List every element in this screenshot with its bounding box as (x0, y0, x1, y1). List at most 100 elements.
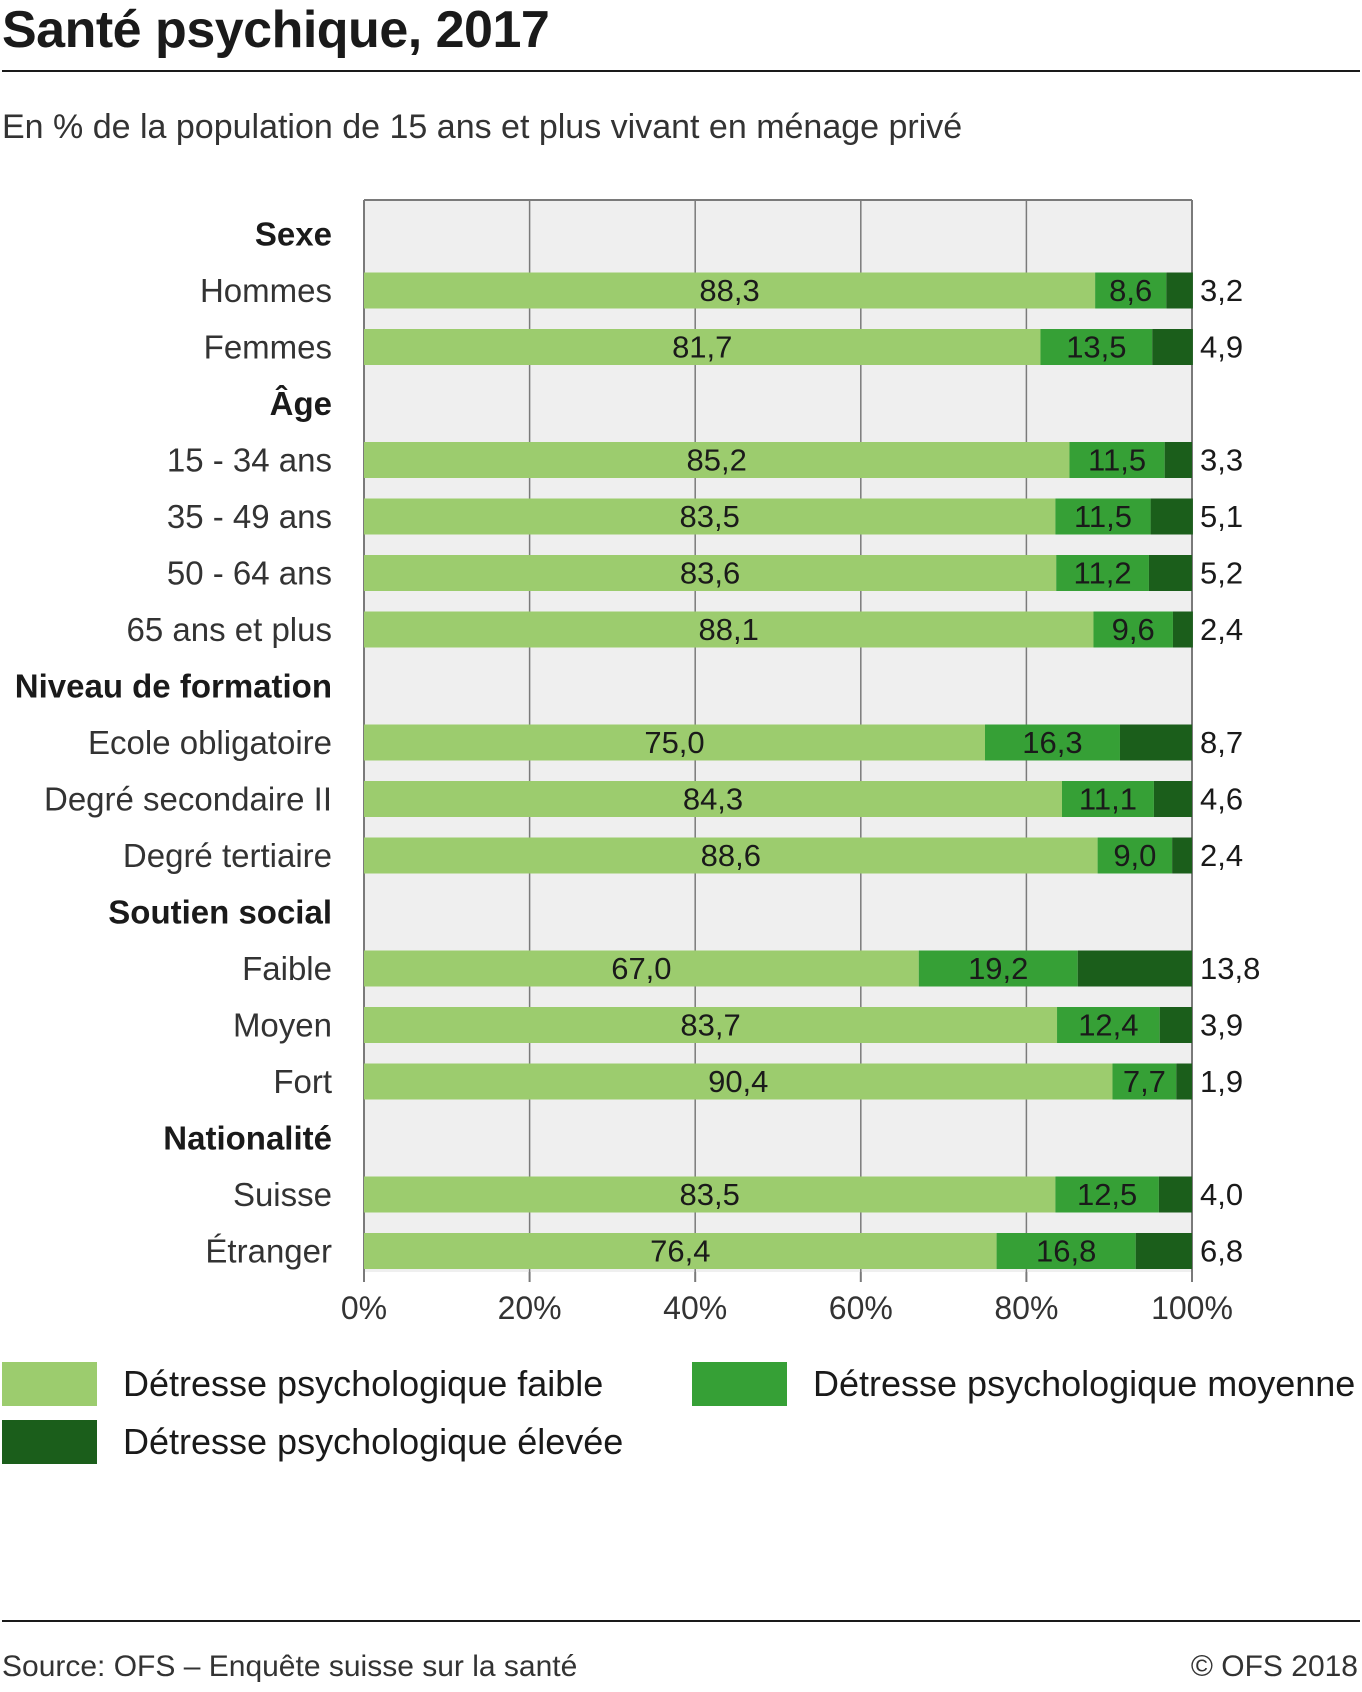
data-label: 16,3 (1022, 725, 1082, 760)
data-label: 83,5 (680, 499, 740, 534)
bar-segment (364, 611, 1094, 648)
data-label: 3,2 (1200, 273, 1243, 308)
bar-segment (1172, 837, 1192, 874)
data-label: 67,0 (611, 951, 671, 986)
bar-segment (364, 442, 1070, 478)
bar-segment (1172, 611, 1193, 648)
legend-label-moyenne: Détresse psychologique moyenne (813, 1363, 1356, 1404)
bar-segment (1055, 1176, 1159, 1213)
data-label: 8,6 (1109, 273, 1152, 308)
chart-subtitle: En % de la population de 15 ans et plus … (2, 108, 963, 146)
x-tick-label: 20% (498, 1290, 562, 1326)
bar-segment (364, 1063, 1113, 1100)
bar-segment (1119, 724, 1192, 761)
category-label: Étranger (205, 1233, 332, 1270)
group-label: Nationalité (163, 1120, 332, 1157)
bar-segment (1097, 837, 1173, 874)
data-label: 90,4 (708, 1064, 768, 1099)
source-note: Source: OFS – Enquête suisse sur la sant… (2, 1650, 578, 1683)
data-label: 6,8 (1200, 1234, 1243, 1269)
bar-segment (1153, 781, 1192, 817)
legend-label-elevee: Détresse psychologique élevée (123, 1421, 624, 1462)
data-label: 5,2 (1200, 556, 1243, 591)
data-label: 4,9 (1200, 330, 1243, 365)
data-label: 85,2 (687, 443, 747, 478)
data-label: 2,4 (1200, 612, 1243, 647)
bar-segment (985, 724, 1120, 761)
footer-divider (2, 1620, 1360, 1622)
bar-segment (1095, 272, 1167, 309)
bar-segment (1077, 950, 1192, 987)
bar-segment (1159, 1007, 1192, 1043)
bar-segment (918, 950, 1078, 987)
data-label: 81,7 (672, 330, 732, 365)
bar-segment (364, 1233, 997, 1269)
data-label: 3,9 (1200, 1008, 1243, 1043)
bar-segment (364, 950, 919, 987)
legend-item-moyenne: Détresse psychologique moyenne (692, 1362, 1355, 1406)
legend-swatch-elevee (2, 1420, 97, 1464)
category-label: Degré secondaire II (44, 781, 332, 818)
x-tick-label: 60% (829, 1290, 893, 1326)
category-label: Moyen (233, 1007, 332, 1044)
bar-segment (1069, 442, 1165, 478)
category-label: 15 - 34 ans (167, 442, 332, 479)
x-tick-label: 100% (1151, 1290, 1233, 1326)
data-label: 13,8 (1200, 951, 1260, 986)
bar-segment (364, 781, 1063, 817)
data-label: 76,4 (650, 1234, 710, 1269)
data-label: 84,3 (683, 782, 743, 817)
group-label: Âge (270, 385, 332, 422)
bar-segment (1040, 329, 1153, 365)
bar-segment (1166, 272, 1193, 309)
bar-segment (1135, 1233, 1192, 1269)
group-label: Sexe (255, 216, 332, 253)
legend-swatch-moyenne (692, 1362, 787, 1406)
data-label: 11,5 (1074, 499, 1132, 534)
data-label: 88,1 (699, 612, 759, 647)
data-label: 4,0 (1200, 1177, 1243, 1212)
category-label: Femmes (204, 329, 332, 366)
bar-segment (1164, 442, 1192, 478)
category-label: Degré tertiaire (123, 837, 332, 874)
data-label: 7,7 (1123, 1064, 1166, 1099)
data-label: 12,5 (1077, 1177, 1137, 1212)
bar-segment (364, 555, 1057, 591)
data-label: 9,0 (1113, 838, 1156, 873)
category-label: Hommes (200, 272, 332, 309)
data-label: 13,5 (1066, 330, 1126, 365)
category-label: Fort (273, 1063, 332, 1100)
group-label: Soutien social (108, 894, 332, 931)
legend-item-elevee: Détresse psychologique élevée (2, 1420, 623, 1464)
data-label: 83,7 (680, 1008, 740, 1043)
bar-segment (1062, 781, 1154, 817)
bar-segment (1176, 1063, 1192, 1100)
bar-segment (364, 272, 1096, 309)
category-label: 50 - 64 ans (167, 555, 332, 592)
bar-segment (364, 724, 985, 761)
bar-segment (364, 1176, 1056, 1213)
category-label: Ecole obligatoire (88, 724, 332, 761)
data-label: 8,7 (1200, 725, 1243, 760)
stacked-bar-chart: 0% 20% 40% 60% 80% 100% Sexe Hommes 88,3 8,6 3,2 Fe… (15, 199, 1260, 1326)
data-label: 83,6 (680, 556, 740, 591)
data-label: 1,9 (1200, 1064, 1243, 1099)
category-label: Faible (242, 950, 332, 987)
data-label: 5,1 (1200, 499, 1243, 534)
bar-segment (1152, 329, 1193, 365)
data-label: 19,2 (968, 951, 1028, 986)
bar-segment (1112, 1063, 1177, 1100)
x-tick-label: 80% (994, 1290, 1058, 1326)
data-label: 11,2 (1074, 556, 1132, 591)
category-label: 35 - 49 ans (167, 498, 332, 535)
data-label: 88,3 (699, 273, 759, 308)
bar-segment (996, 1233, 1136, 1269)
data-label: 88,6 (701, 838, 761, 873)
legend-item-faible: Détresse psychologique faible (2, 1362, 603, 1406)
category-label: 65 ans et plus (127, 611, 332, 648)
chart-title: Santé psychique, 2017 (2, 1, 550, 59)
data-label: 12,4 (1078, 1008, 1138, 1043)
group-label: Niveau de formation (15, 668, 332, 705)
copyright-note: © OFS 2018 (1190, 1650, 1358, 1683)
data-label: 75,0 (644, 725, 704, 760)
